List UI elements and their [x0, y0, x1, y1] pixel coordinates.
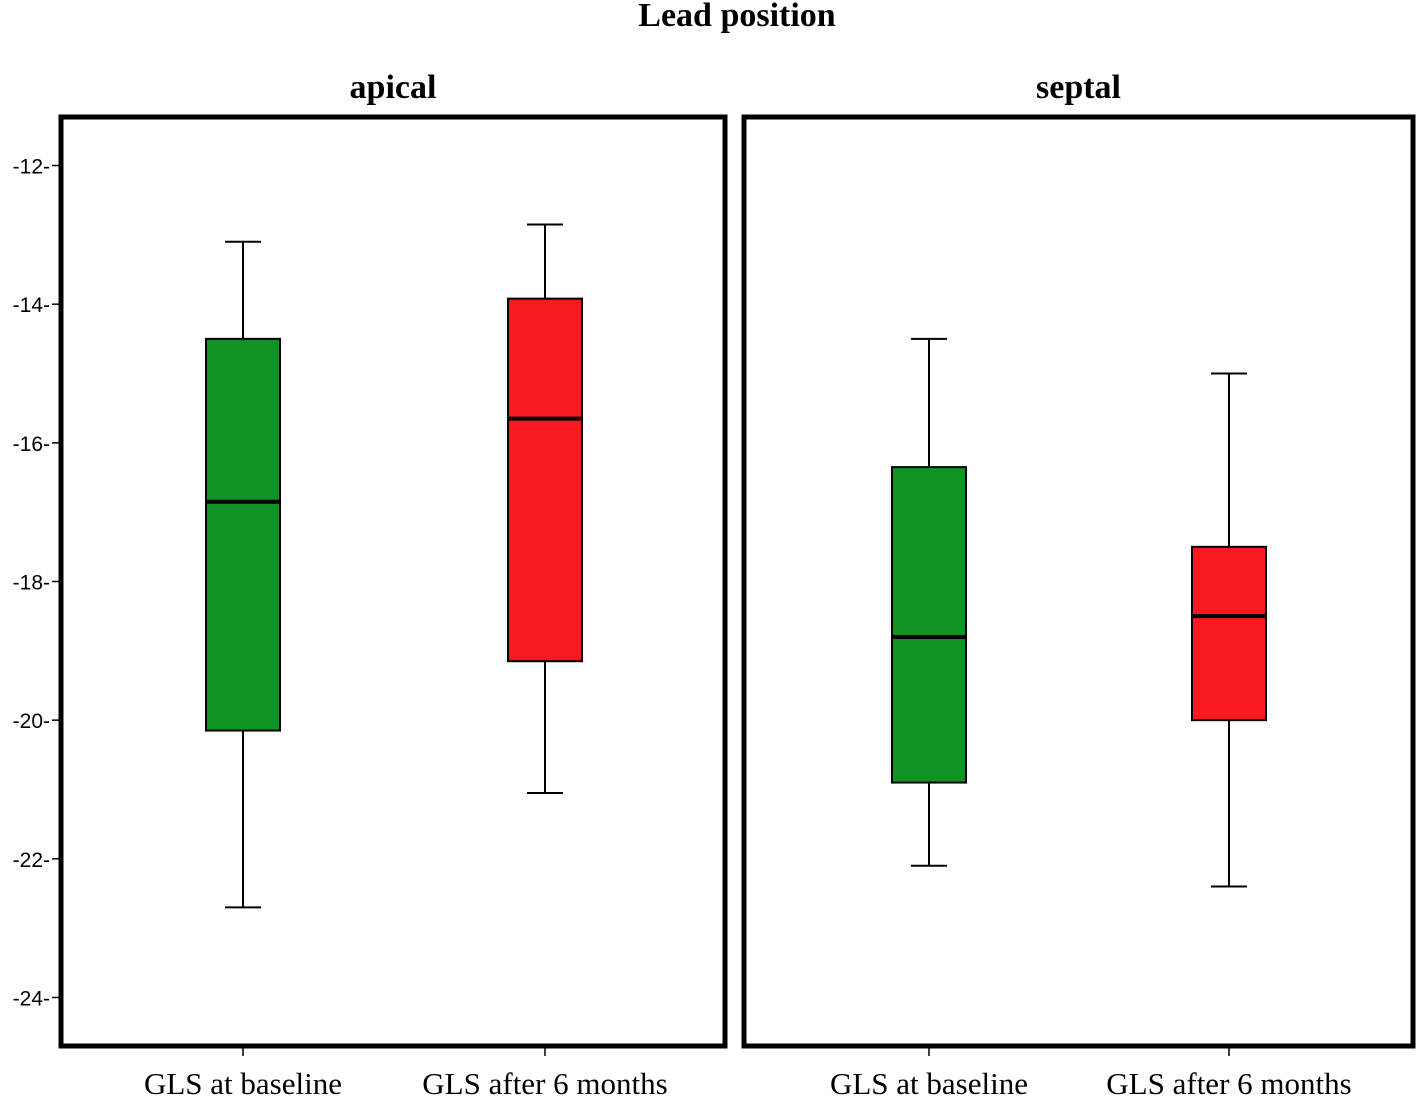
y-tick-label-2: -16-: [13, 433, 50, 456]
box-septal-1: GLS after 6 months: [1106, 372, 1352, 1098]
panels-group: -12- -14- -16- -18- -20- -22- -24- apical GLS at…: [13, 69, 1416, 1098]
x-tick-label: GLS at baseline: [830, 1066, 1028, 1098]
x-tick-label: GLS after 6 months: [1106, 1066, 1351, 1098]
box-septal-0: GLS at baseline: [830, 337, 1028, 1098]
y-tick-label-1: -14-: [13, 294, 50, 317]
panel-title-septal: septal: [1036, 69, 1121, 106]
y-tick-label-0: -12-: [13, 156, 50, 179]
iqr-box: [1191, 545, 1267, 722]
x-tick-label: GLS at baseline: [144, 1066, 342, 1098]
x-tick-label: GLS after 6 months: [422, 1066, 667, 1098]
y-tick-label-4: -20-: [13, 710, 50, 733]
y-tick-label-3: -18-: [13, 572, 50, 595]
chart-title: Lead position: [638, 0, 836, 34]
iqr-box: [507, 297, 583, 663]
iqr-box: [205, 337, 281, 732]
y-axis: -12- -14- -16- -18- -20- -22- -24-: [13, 156, 61, 1010]
panel-frame-apical: [58, 114, 728, 1049]
panel-frame-septal: [741, 114, 1416, 1049]
box-apical-0: GLS at baseline: [144, 240, 342, 1098]
panel-title-apical: apical: [350, 69, 437, 106]
y-tick-label-5: -22-: [13, 849, 50, 872]
box-apical-1: GLS after 6 months: [422, 223, 668, 1098]
y-tick-label-6: -24-: [13, 987, 50, 1010]
panel-septal: septal GLS at baseline GLS after 6 months: [741, 69, 1416, 1098]
iqr-box: [891, 466, 967, 784]
panel-apical: apical GLS at baseline GLS after 6 months: [58, 69, 728, 1098]
